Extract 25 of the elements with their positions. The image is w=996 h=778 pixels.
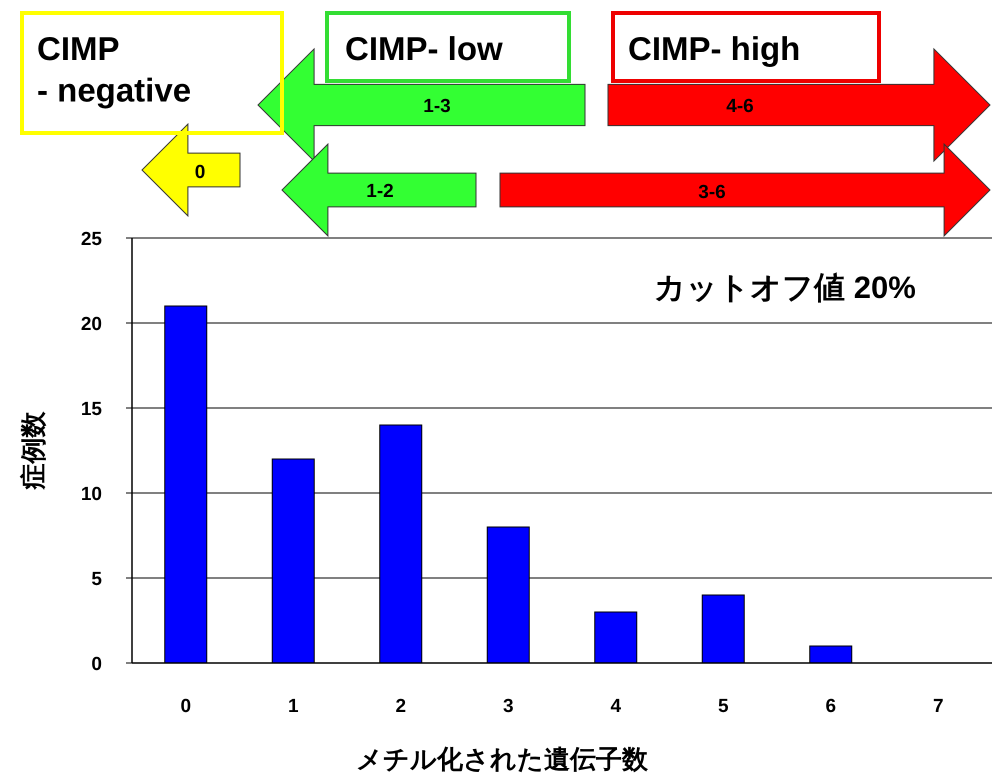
x-axis-title: メチル化された遺伝子数 — [356, 744, 649, 774]
x-tick-label: 3 — [502, 696, 514, 717]
x-tick-label: 7 — [932, 696, 944, 717]
y-tick-label: 25 — [80, 229, 102, 250]
y-tick-label: 15 — [80, 399, 102, 420]
x-tick-label: 4 — [610, 696, 622, 717]
text: 3-6 — [698, 182, 726, 203]
y-tick-label: 10 — [80, 484, 102, 505]
y-axis-title: 症例数 — [18, 410, 48, 490]
y-tick-label: 5 — [91, 569, 102, 590]
x-tick-label: 5 — [718, 696, 729, 717]
y-tick-label: 0 — [91, 654, 102, 675]
text: CIMP - negative — [37, 30, 192, 108]
text: 0 — [194, 162, 206, 183]
text: CIMP- low — [345, 30, 503, 67]
text: CIMP- high — [628, 30, 800, 67]
text: 1-2 — [366, 181, 394, 202]
x-tick-label: 6 — [825, 696, 836, 717]
text: 4-6 — [726, 96, 754, 117]
text: 1-3 — [423, 96, 451, 117]
x-tick-label: 0 — [180, 696, 192, 717]
y-tick-label: 20 — [80, 314, 102, 335]
x-tick-label: 1 — [288, 696, 299, 717]
annotation: カットオフ値 20% — [654, 270, 916, 305]
x-tick-label: 2 — [395, 696, 406, 717]
